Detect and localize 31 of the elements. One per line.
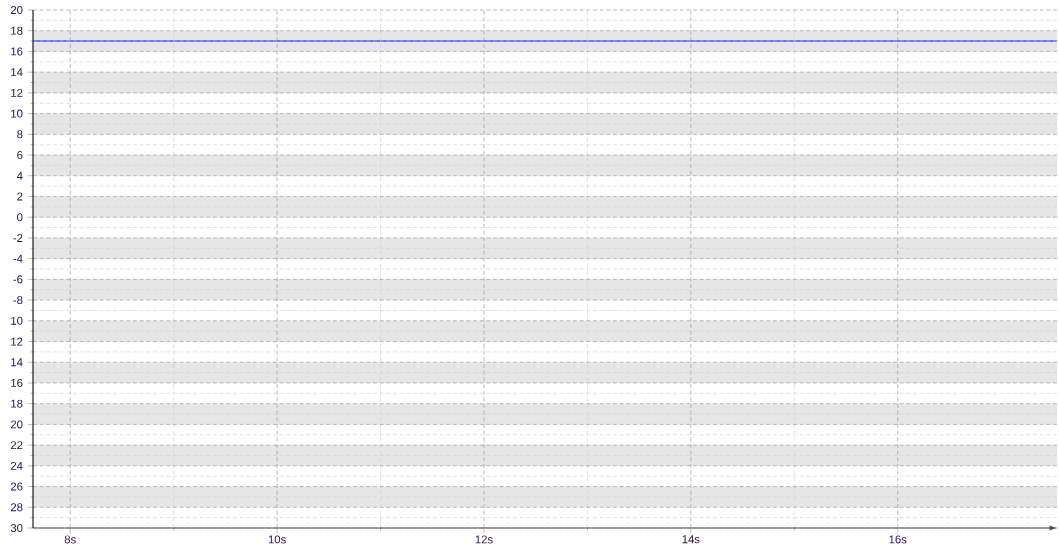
x-tick-label: 12s [475, 535, 493, 544]
y-tick-label: 2 [17, 192, 23, 201]
y-tick-label: 0 [17, 213, 23, 222]
x-tick-label: 14s [682, 535, 700, 544]
y-tick-label: 18 [11, 399, 23, 408]
y-tick-label: 28 [10, 503, 23, 512]
x-tick-label: 8s [64, 535, 76, 544]
y-tick-label: 20 [10, 420, 23, 429]
y-tick-label: 12 [11, 337, 23, 346]
y-tick-label: 16 [11, 47, 23, 56]
y-tick-label: 16 [11, 378, 23, 387]
y-tick-label: 30 [10, 524, 23, 533]
y-tick-label: 18 [11, 26, 23, 35]
y-tick-label: 14 [11, 68, 23, 77]
x-tick-label: 10s [268, 535, 286, 544]
y-tick-label: -4 [13, 254, 23, 263]
y-tick-label: -2 [13, 233, 23, 242]
y-tick-label: -6 [13, 275, 23, 284]
y-tick-label: 4 [16, 171, 23, 180]
y-tick-label: 10 [11, 109, 23, 118]
y-tick-label: 14 [11, 358, 23, 367]
y-tick-label: 20 [10, 6, 23, 14]
y-tick-label: 10 [11, 316, 23, 325]
y-tick-label: 6 [17, 151, 23, 160]
y-tick-label: 12 [11, 88, 23, 97]
y-tick-label: -8 [13, 296, 23, 305]
y-tick-label: 8 [17, 130, 23, 139]
y-tick-label: 24 [10, 461, 23, 470]
x-tick-label: 16s [889, 535, 907, 544]
y-tick-label: 26 [10, 482, 23, 491]
y-tick-label: 22 [10, 441, 23, 450]
